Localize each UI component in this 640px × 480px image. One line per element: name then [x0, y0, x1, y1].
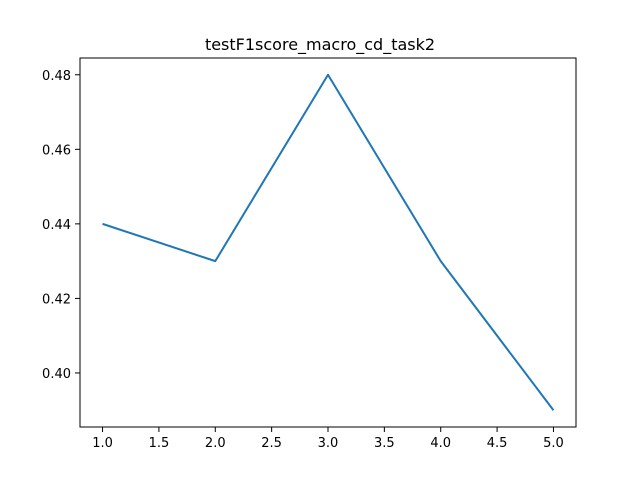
y-tick-label: 0.42 — [42, 292, 71, 307]
x-tick-label: 3.0 — [318, 436, 339, 451]
y-tick-label: 0.48 — [42, 69, 71, 84]
x-tick-label: 4.0 — [430, 436, 451, 451]
y-tick-label: 0.40 — [42, 367, 71, 382]
x-tick-label: 1.0 — [92, 436, 113, 451]
plot-area-frame — [79, 57, 577, 428]
y-tick-label: 0.46 — [42, 143, 71, 158]
series-layer — [102, 73, 555, 411]
x-tick-label: 4.5 — [487, 436, 508, 451]
x-tick-label: 2.0 — [205, 436, 226, 451]
x-tick-label: 1.5 — [149, 436, 170, 451]
x-tick-label: 2.5 — [261, 436, 282, 451]
x-tick-label: 3.5 — [374, 436, 395, 451]
x-tick-label: 5.0 — [543, 436, 564, 451]
series-line — [102, 73, 555, 411]
chart-title: testF1score_macro_cd_task2 — [205, 35, 435, 55]
x-axis-ticks: 1.0 1.5 2.0 2.5 3.0 3.5 4.0 4.5 5.0 — [92, 427, 564, 451]
y-tick-label: 0.44 — [42, 218, 71, 233]
y-axis-ticks: 0.40 0.42 0.44 0.46 0.48 — [42, 69, 80, 382]
